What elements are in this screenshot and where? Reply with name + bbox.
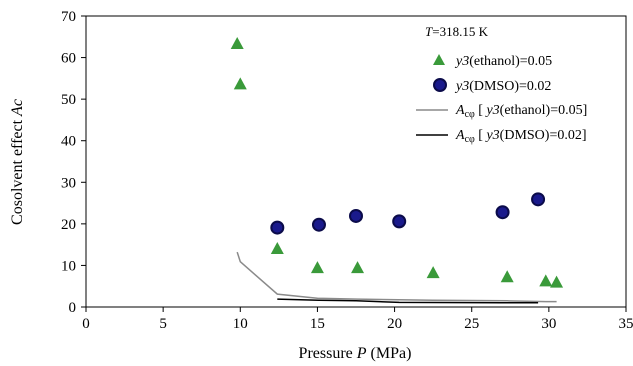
dmso-data-point: [495, 205, 510, 220]
ethanol-data-point: [270, 241, 284, 254]
ethanol-data-point: [310, 261, 324, 274]
acphi-ethanol-line: [236, 251, 557, 303]
plot-frame: [85, 15, 627, 308]
legend-label-acphi-ethanol: Acφ [ y3(ethanol)=0.05]: [455, 103, 587, 120]
y-tick-label: 10: [61, 258, 76, 274]
y-tick-label: 30: [61, 175, 76, 191]
ethanol-data-point: [550, 275, 564, 288]
dmso-data-point: [349, 208, 363, 223]
legend-label-acphi-dmso: Acφ [ y3(DMSO)=0.02]: [455, 128, 587, 145]
x-tick-label: 30: [541, 316, 556, 332]
axes-layer: 0 10 20 30 40 50 60 70 0 5 10 15 20 25 30 35: [61, 9, 633, 332]
x-tick-label: 15: [310, 316, 325, 332]
dmso-data-point: [531, 192, 546, 207]
dmso-data-point: [311, 217, 326, 232]
ethanol-data-point: [539, 274, 553, 287]
ethanol-data-point: [500, 270, 514, 283]
dmso-data-point: [392, 214, 407, 229]
x-tick-label: 20: [387, 316, 402, 332]
ethanol-data-point: [230, 37, 244, 50]
acphi-dmso-line: [277, 298, 539, 304]
temperature-annotation: T=318.15 K: [425, 24, 489, 39]
legend-label-ethanol: y3(ethanol)=0.05: [454, 54, 552, 69]
legend-triangle-marker: [433, 54, 445, 65]
x-tick-label: 35: [619, 316, 633, 332]
legend-label-dmso: y3(DMSO)=0.02: [454, 79, 551, 94]
x-tick-label: 25: [464, 316, 479, 332]
y-tick-label: 40: [61, 134, 76, 150]
x-tick-label: 0: [82, 316, 90, 332]
y-tick-label: 0: [69, 300, 77, 316]
y-tick-label: 50: [61, 92, 76, 108]
y-axis-title: Cosolvent effect Ac: [9, 99, 26, 225]
legend: y3(ethanol)=0.05 y3(DMSO)=0.02 Acφ [ y3(…: [416, 54, 587, 145]
y-tick-label: 60: [61, 51, 76, 67]
x-tick-label: 10: [233, 316, 248, 332]
y-tick-label: 70: [61, 9, 76, 25]
series-layer: [230, 37, 564, 304]
ethanol-data-point: [233, 77, 247, 90]
y-tick-label: 20: [61, 217, 76, 233]
x-axis-title: Pressure P (MPa): [299, 345, 412, 362]
dmso-data-point: [270, 220, 285, 235]
ethanol-data-point: [426, 266, 440, 279]
x-tick-label: 5: [159, 316, 167, 332]
legend-circle-marker: [433, 78, 447, 92]
ethanol-data-point: [351, 261, 365, 274]
